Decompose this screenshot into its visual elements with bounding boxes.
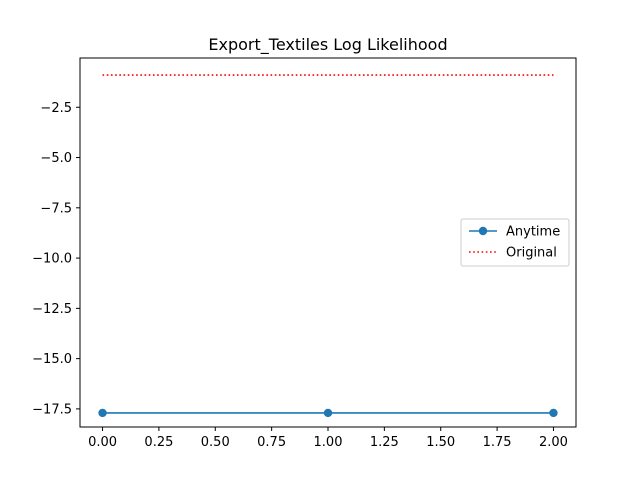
x-tick-label: 2.00 bbox=[539, 435, 568, 450]
y-tick-label: −17.5 bbox=[32, 402, 72, 417]
legend-label-anytime: Anytime bbox=[506, 225, 560, 240]
y-tick-label: −12.5 bbox=[32, 302, 72, 317]
legend: Anytime Original bbox=[460, 218, 570, 267]
x-tick-label: 1.50 bbox=[426, 435, 455, 450]
data-point-anytime bbox=[549, 408, 558, 418]
y-tick-label: −5.0 bbox=[40, 151, 72, 166]
x-tick-label: 0.50 bbox=[201, 435, 230, 450]
legend-marker-anytime bbox=[478, 226, 488, 236]
y-tick-label: −2.5 bbox=[40, 101, 72, 116]
y-tick-label: −7.5 bbox=[40, 201, 72, 216]
y-tick-label: −15.0 bbox=[32, 352, 72, 367]
axes-frame bbox=[79, 57, 577, 428]
data-point-anytime bbox=[323, 408, 333, 418]
x-tick-label: 1.75 bbox=[483, 435, 512, 450]
data-point-anytime bbox=[98, 408, 107, 418]
chart-title: Export_Textiles Log Likelihood bbox=[208, 35, 447, 55]
x-tick-label: 0.25 bbox=[144, 435, 173, 450]
x-tick-label: 1.00 bbox=[314, 435, 343, 450]
x-tick-label: 0.75 bbox=[257, 435, 286, 450]
plot-area: 0.00 0.25 0.50 0.75 1.00 1.25 1.50 1.75 2.00 −2.5… bbox=[32, 74, 568, 450]
y-tick-label: −10.0 bbox=[32, 252, 72, 267]
x-tick-label: 0.00 bbox=[88, 435, 117, 450]
legend-label-original: Original bbox=[506, 246, 557, 261]
x-tick-label: 1.25 bbox=[370, 435, 399, 450]
